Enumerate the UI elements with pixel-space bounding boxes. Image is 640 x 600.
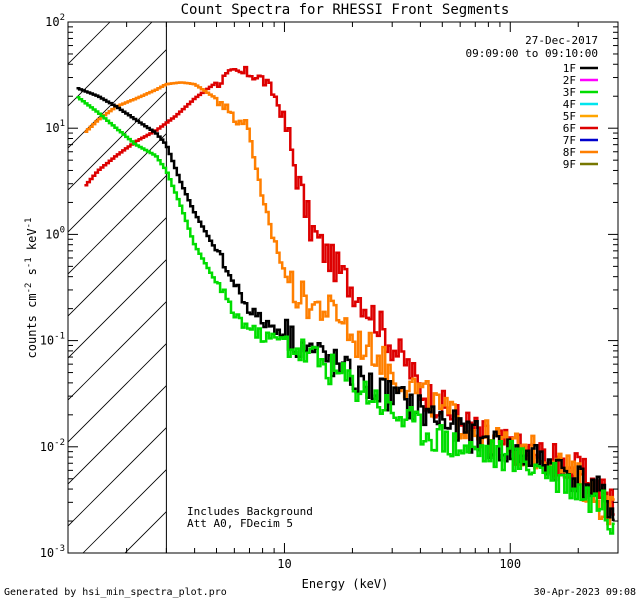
hatch-line xyxy=(68,259,167,359)
legend-label: 1F xyxy=(563,62,576,75)
y-tick-label: 101 xyxy=(45,119,65,135)
note-attenuator: Att A0, FDecim 5 xyxy=(187,517,293,530)
time-range: 09:09:00 to 09:10:00 xyxy=(466,47,598,60)
hatch-line xyxy=(68,427,167,527)
legend-label: 2F xyxy=(563,74,576,87)
series-layer xyxy=(76,65,615,535)
y-tick-label: 10-1 xyxy=(40,332,65,348)
x-axis-label: Energy (keV) xyxy=(302,577,389,591)
legend-item-2F: 2F xyxy=(563,74,598,87)
excluded-energy-region xyxy=(68,22,167,553)
series-line-3F xyxy=(76,95,615,535)
axes: 10 100 102 101 100 10-1 10-2 10-3 xyxy=(40,13,619,571)
hatch-line xyxy=(68,91,167,191)
hatch-line xyxy=(68,49,167,149)
legend-label: 7F xyxy=(563,134,576,147)
timestamp: 30-Apr-2023 09:08 xyxy=(534,587,636,598)
note-background: Includes Background xyxy=(187,505,313,518)
legend-label: 4F xyxy=(563,98,576,111)
generated-by: Generated by hsi_min_spectra_plot.pro xyxy=(4,587,227,598)
legend-label: 6F xyxy=(563,122,576,135)
legend-item-1F: 1F xyxy=(563,62,598,75)
y-tick-label: 10-2 xyxy=(40,438,65,454)
plot-frame xyxy=(67,21,619,554)
y-tick-label: 102 xyxy=(45,13,65,29)
y-axis-label: counts cm-2 s-1 keV-1 xyxy=(24,218,39,359)
hatch-line xyxy=(68,385,167,485)
legend-item-5F: 5F xyxy=(563,110,598,123)
legend-item-6F: 6F xyxy=(563,122,598,135)
x-tick-label: 10 xyxy=(277,557,291,571)
legend-item-7F: 7F xyxy=(563,134,598,147)
x-tick-label: 100 xyxy=(499,557,521,571)
legend-label: 3F xyxy=(563,86,576,99)
y-tick-label: 10-3 xyxy=(40,544,65,560)
legend-label: 5F xyxy=(563,110,576,123)
chart-title: Count Spectra for RHESSI Front Segments xyxy=(181,2,510,18)
hatch-lines xyxy=(68,22,167,553)
hatch-line xyxy=(68,217,167,317)
observation-date: 27-Dec-2017 xyxy=(525,34,598,47)
legend-label: 8F xyxy=(563,146,576,159)
legend-item-4F: 4F xyxy=(563,98,598,111)
legend-item-9F: 9F xyxy=(563,158,598,171)
legend-item-3F: 3F xyxy=(563,86,598,99)
legend-label: 9F xyxy=(563,158,576,171)
y-tick-label: 100 xyxy=(45,225,65,241)
legend-item-8F: 8F xyxy=(563,146,598,159)
